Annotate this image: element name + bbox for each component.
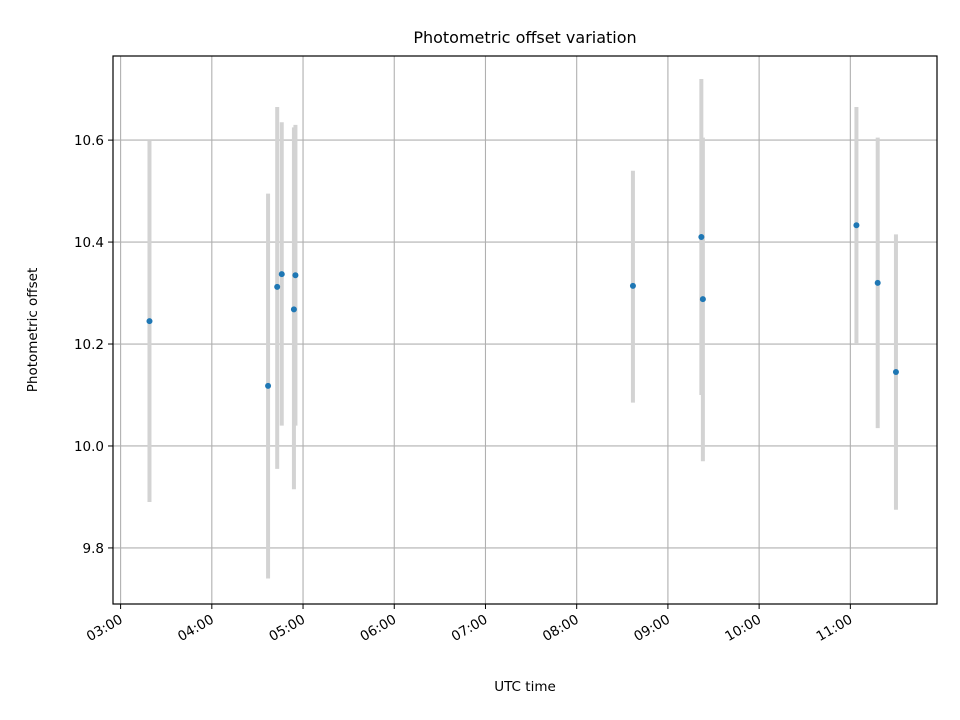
grid [113,56,937,604]
data-point [278,271,285,278]
y-tick-label: 10.2 [74,337,104,353]
y-tick-label: 10.6 [74,133,104,149]
data-point [292,272,299,279]
data-points [146,222,899,389]
y-axis-label: Photometric offset [25,268,41,392]
data-point [698,233,705,240]
y-tick-label: 10.4 [74,235,104,251]
x-axis-label: UTC time [494,679,556,695]
data-point [146,318,153,325]
y-tick-label: 10.0 [74,439,104,455]
data-point [874,279,881,286]
data-point [892,369,899,376]
data-point [265,382,272,389]
chart-title: Photometric offset variation [413,28,636,47]
y-tick-label: 9.8 [83,541,104,557]
y-axis: 9.8 10.0 10.2 10.4 10.6 [74,133,113,557]
data-point [290,306,297,313]
data-point [853,222,860,229]
data-point [274,283,281,290]
data-point [699,296,706,303]
plot-frame [112,55,938,605]
data-point [629,282,636,289]
